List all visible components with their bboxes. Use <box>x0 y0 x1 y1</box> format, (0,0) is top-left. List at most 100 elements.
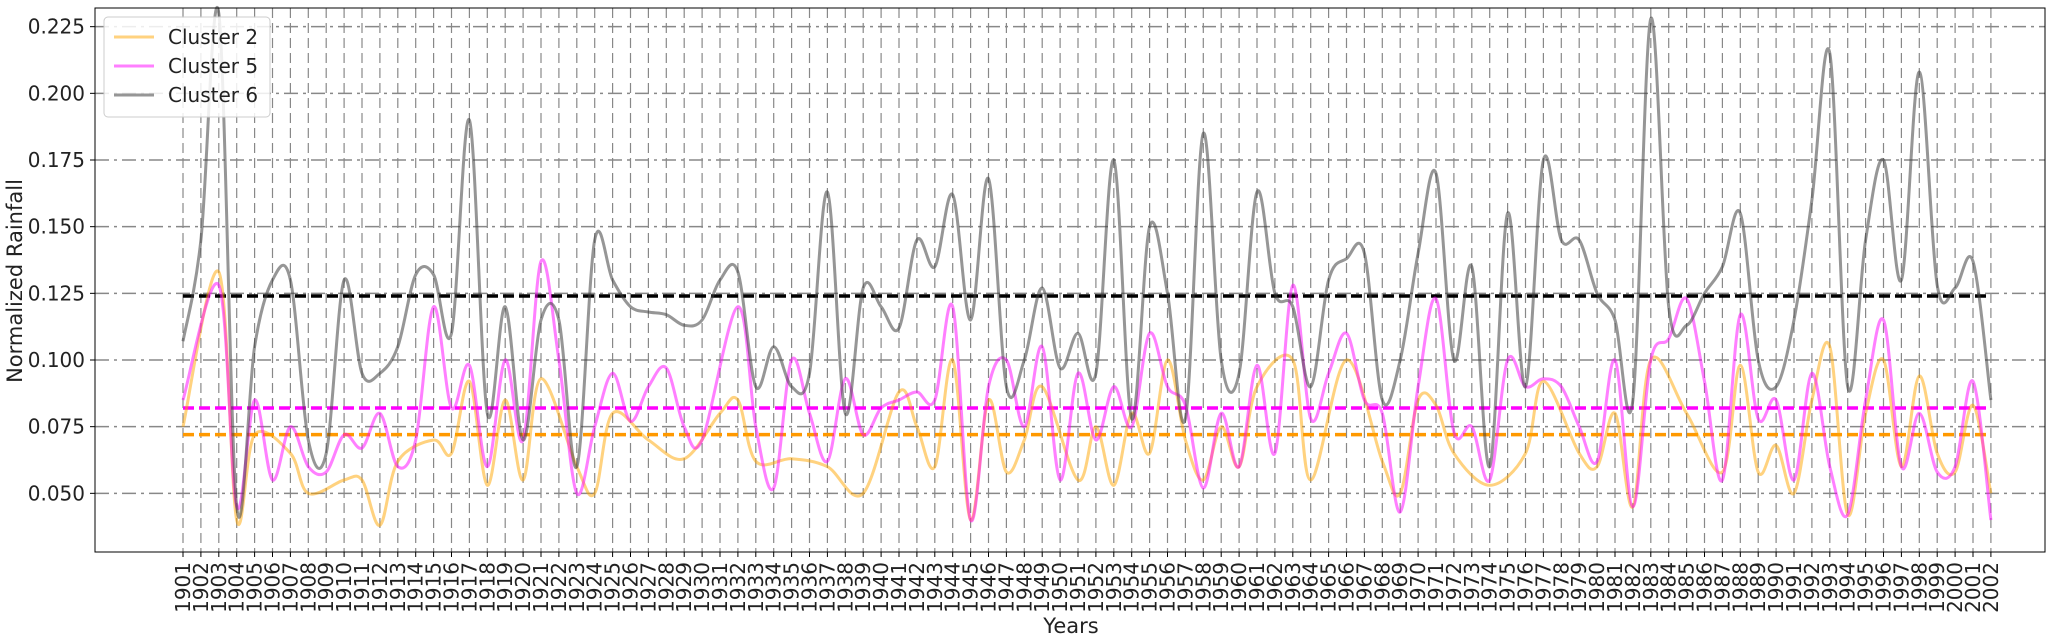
x-tick-label: 1976 <box>1514 562 1538 613</box>
x-tick-label: 2000 <box>1943 562 1967 613</box>
x-tick-label: 1940 <box>869 562 893 613</box>
x-tick-label: 1943 <box>923 562 947 613</box>
series-line-cluster-2 <box>181 269 1993 527</box>
x-tick-label: 1973 <box>1460 562 1484 613</box>
series-line-cluster-5 <box>181 258 1993 523</box>
x-tick-label: 1917 <box>457 562 481 613</box>
x-tick-label: 1912 <box>368 562 392 613</box>
x-tick-label: 1920 <box>511 562 535 613</box>
x-tick-label: 1953 <box>1102 562 1126 613</box>
legend-box <box>103 16 271 118</box>
x-tick-label: 1945 <box>959 562 983 613</box>
x-tick-label: 1949 <box>1030 562 1054 613</box>
x-tick-label: 1947 <box>994 562 1018 613</box>
legend: Cluster 2 Cluster 5 Cluster 6 <box>103 16 271 118</box>
x-tick-label: 1996 <box>1872 562 1896 613</box>
x-tick-label: 1957 <box>1173 562 1197 613</box>
x-tick-label: 1930 <box>690 562 714 613</box>
x-tick-label: 1974 <box>1478 562 1502 613</box>
x-tick-label: 1942 <box>905 562 929 613</box>
y-tick-label: 0.225 <box>28 15 85 39</box>
x-tick-label: 1911 <box>350 562 374 613</box>
x-axis-label: Years <box>1042 614 1098 638</box>
series-lines <box>181 6 1993 527</box>
x-tick-label: 1941 <box>887 562 911 613</box>
x-tick-label: 1903 <box>207 562 231 613</box>
x-tick-label: 1944 <box>941 562 965 613</box>
x-tick-label: 1955 <box>1138 562 1162 613</box>
legend-label-cluster-2: Cluster 2 <box>168 25 258 49</box>
y-axis-label: Normalized Rainfall <box>3 179 27 383</box>
x-tick-label: 1984 <box>1657 562 1681 613</box>
x-tick-label: 1921 <box>529 562 553 613</box>
x-tick-label: 1937 <box>815 562 839 613</box>
x-tick-label: 1904 <box>225 562 249 613</box>
x-tick-label: 1924 <box>583 562 607 613</box>
x-tick-label: 2001 <box>1961 562 1985 613</box>
x-tick-labels: 1901190219031904190519061907190819091910… <box>171 552 2003 613</box>
x-tick-label: 1985 <box>1675 562 1699 613</box>
x-tick-label: 1998 <box>1907 562 1931 613</box>
y-tick-label: 0.150 <box>28 215 85 239</box>
x-tick-label: 1981 <box>1603 562 1627 613</box>
x-tick-label: 1977 <box>1531 562 1555 613</box>
y-tick-label: 0.050 <box>28 481 85 505</box>
x-tick-label: 1965 <box>1317 562 1341 613</box>
x-tick-label: 1983 <box>1639 562 1663 613</box>
x-tick-label: 1967 <box>1352 562 1376 613</box>
x-tick-label: 1952 <box>1084 562 1108 613</box>
legend-label-cluster-5: Cluster 5 <box>168 54 258 78</box>
y-tick-label: 0.125 <box>28 281 85 305</box>
plot-frame <box>94 7 2046 553</box>
x-tick-label: 1901 <box>171 562 195 613</box>
x-tick-label: 1938 <box>833 562 857 613</box>
x-tick-label: 1950 <box>1048 562 1072 613</box>
x-tick-label: 1918 <box>475 562 499 613</box>
x-tick-label: 1978 <box>1549 562 1573 613</box>
x-tick-label: 1980 <box>1585 562 1609 613</box>
x-tick-label: 1993 <box>1818 562 1842 613</box>
x-tick-label: 1991 <box>1782 562 1806 613</box>
x-tick-label: 1928 <box>654 562 678 613</box>
y-tick-label: 0.100 <box>28 348 85 372</box>
x-tick-label: 1987 <box>1710 562 1734 613</box>
x-tick-label: 1915 <box>422 562 446 613</box>
x-tick-label: 1939 <box>851 562 875 613</box>
x-tick-label: 1994 <box>1836 562 1860 613</box>
x-tick-label: 1933 <box>744 562 768 613</box>
series-line-cluster-6 <box>181 6 1993 519</box>
x-tick-label: 1963 <box>1281 562 1305 613</box>
x-tick-label: 1934 <box>762 562 786 613</box>
x-tick-label: 1910 <box>332 562 356 613</box>
x-tick-label: 2002 <box>1979 562 2003 613</box>
x-tick-label: 1951 <box>1066 562 1090 613</box>
x-tick-label: 1997 <box>1889 562 1913 613</box>
x-tick-label: 1969 <box>1388 562 1412 613</box>
x-tick-label: 1919 <box>493 562 517 613</box>
x-tick-label: 1902 <box>189 562 213 613</box>
x-tick-label: 1999 <box>1925 562 1949 613</box>
x-tick-label: 1907 <box>278 562 302 613</box>
x-tick-label: 1905 <box>243 562 267 613</box>
x-tick-label: 1972 <box>1442 562 1466 613</box>
x-tick-label: 1966 <box>1335 562 1359 613</box>
x-tick-label: 1925 <box>601 562 625 613</box>
y-tick-label: 0.175 <box>28 148 85 172</box>
x-tick-label: 1964 <box>1299 562 1323 613</box>
x-tick-label: 1935 <box>780 562 804 613</box>
x-tick-label: 1908 <box>296 562 320 613</box>
x-tick-label: 1946 <box>977 562 1001 613</box>
y-tick-label: 0.075 <box>28 415 85 439</box>
x-tick-label: 1926 <box>619 562 643 613</box>
x-tick-label: 1914 <box>404 562 428 613</box>
x-tick-label: 1960 <box>1227 562 1251 613</box>
x-tick-label: 1922 <box>547 562 571 613</box>
x-tick-label: 1995 <box>1854 562 1878 613</box>
x-tick-label: 1956 <box>1156 562 1180 613</box>
x-tick-label: 1913 <box>386 562 410 613</box>
x-tick-label: 1970 <box>1406 562 1430 613</box>
x-tick-label: 1990 <box>1764 562 1788 613</box>
x-tick-label: 1927 <box>636 562 660 613</box>
